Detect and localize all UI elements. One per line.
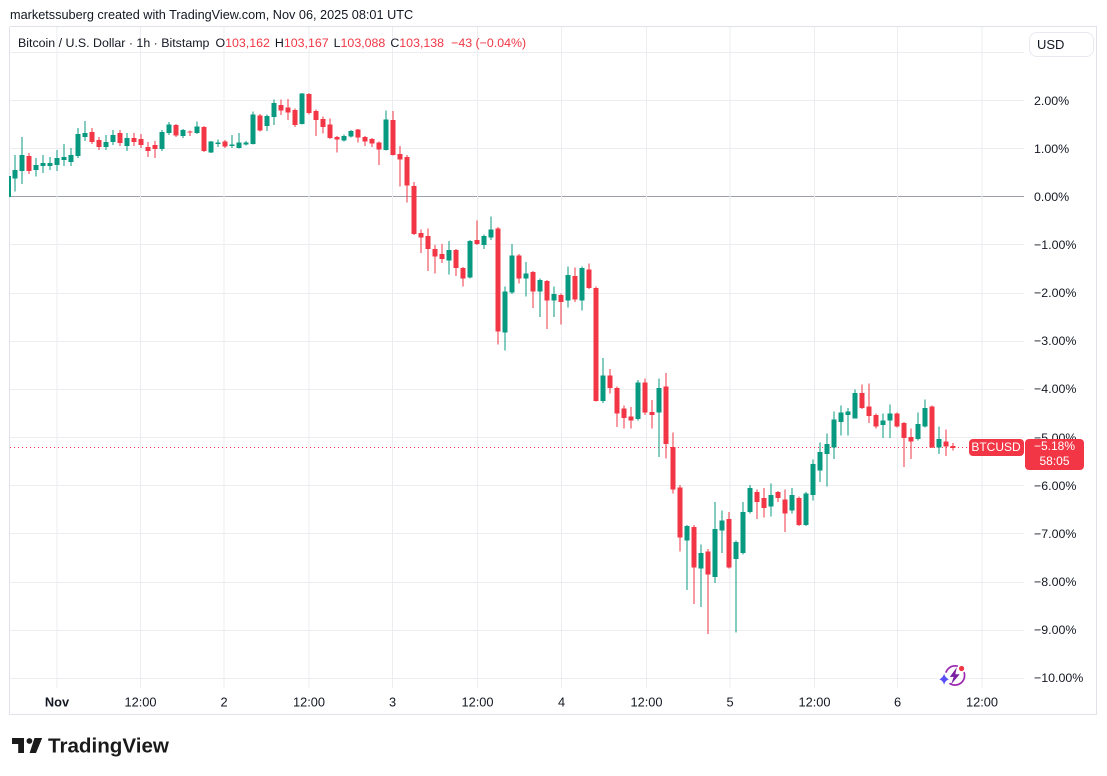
svg-text:TradingView: TradingView [48,736,170,758]
